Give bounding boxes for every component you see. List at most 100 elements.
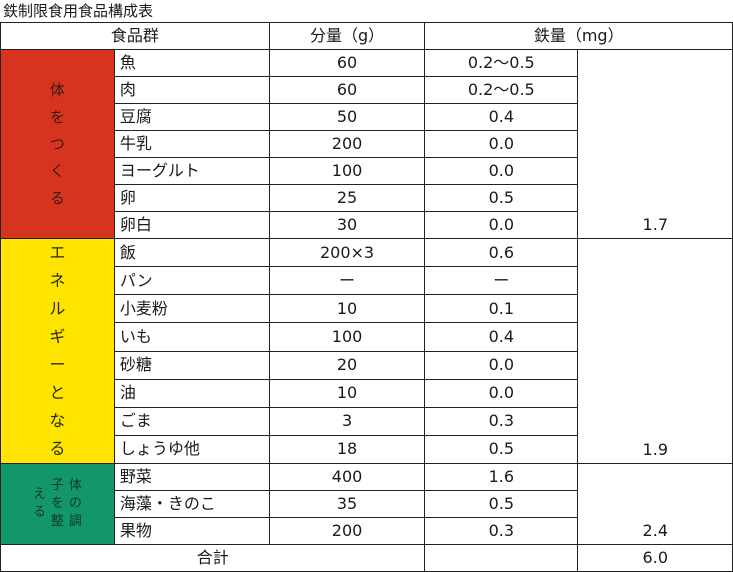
- iron-cell: 0.4: [424, 103, 579, 131]
- food-name: 果物: [113, 517, 270, 545]
- amount-cell: 100: [268, 157, 426, 185]
- amount-cell: 200×3: [268, 237, 426, 268]
- group-label-char: と: [49, 383, 66, 402]
- food-composition-table: 食品群 分量（g） 鉄量（mg） 体をつくる魚 60 0.2〜0.5 1.7 肉 60 0.…: [0, 22, 733, 572]
- amount-cell: 35: [268, 490, 426, 518]
- amount-cell: 18: [268, 434, 426, 465]
- iron-cell: 0.6: [424, 237, 579, 268]
- header-row: 食品群 分量（g） 鉄量（mg）: [0, 22, 733, 50]
- food-name: しょうゆ他: [113, 434, 270, 465]
- food-name: 卵: [113, 184, 270, 212]
- group-subtotal: 1.7: [577, 49, 733, 239]
- group-label-char: の: [68, 496, 82, 511]
- iron-cell: 0.2〜0.5: [424, 49, 579, 77]
- iron-cell: 0.4: [424, 322, 579, 352]
- food-name: 海藻・きのこ: [113, 490, 270, 518]
- amount-cell: 20: [268, 350, 426, 380]
- header-amount: 分量（g）: [268, 22, 426, 50]
- page-title: 鉄制限食用食品構成表: [3, 2, 154, 20]
- group-label-char: ネ: [49, 271, 66, 290]
- group-label-char: 体: [49, 80, 65, 99]
- group-label-char: 調: [68, 514, 82, 529]
- table-row: いも 100 0.4: [1, 322, 733, 352]
- amount-cell: 50: [268, 103, 426, 131]
- group-label-column: 子を整: [51, 477, 64, 531]
- iron-cell: 0.1: [424, 294, 579, 324]
- iron-cell: 0.5: [424, 434, 579, 465]
- group-label-char: を: [50, 496, 64, 511]
- food-name: 卵白: [113, 211, 270, 239]
- total-row: 合計 6.0: [0, 544, 733, 572]
- total-empty-cell: [424, 544, 579, 572]
- food-name: 肉: [113, 76, 270, 104]
- table-row: 卵 25 0.5: [1, 184, 733, 212]
- food-name: 豆腐: [113, 103, 270, 131]
- food-name: 飯: [113, 237, 270, 268]
- iron-cell: 0.0: [424, 378, 579, 408]
- table-row: エネルギーとなる飯 200×3 0.6 1.9: [0, 237, 733, 464]
- food-group-label: 体の調子を整える: [0, 463, 115, 545]
- table-row: しょうゆ他 18 0.5: [1, 434, 733, 465]
- total-value: 6.0: [577, 544, 733, 572]
- amount-cell: 200: [268, 130, 426, 158]
- food-name: 小麦粉: [113, 294, 270, 324]
- iron-cell: 1.6: [424, 463, 579, 491]
- amount-cell: 25: [268, 184, 426, 212]
- amount-cell: 100: [268, 322, 426, 352]
- group-subtotal: 2.4: [577, 463, 733, 545]
- table-row: ヨーグルト 100 0.0: [1, 157, 733, 185]
- group-label-char: え: [32, 487, 46, 502]
- group-label-char: エ: [49, 243, 66, 262]
- food-name: 野菜: [113, 463, 270, 491]
- food-name: 牛乳: [113, 130, 270, 158]
- table-row: 海藻・きのこ 35 0.5: [1, 490, 733, 518]
- group-label-char: を: [49, 107, 65, 126]
- group-label-char: 子: [50, 478, 64, 493]
- table-row: 肉 60 0.2〜0.5: [1, 76, 733, 104]
- group-label-column: 体の調: [69, 477, 82, 531]
- iron-cell: 0.3: [424, 406, 579, 436]
- iron-cell: 0.3: [424, 517, 579, 545]
- food-name: パン: [113, 266, 270, 296]
- food-group-label: 体をつくる: [0, 49, 115, 239]
- amount-cell: 60: [268, 76, 426, 104]
- group-label-char: く: [49, 161, 65, 180]
- amount-cell: 30: [268, 211, 426, 239]
- amount-cell: 10: [268, 378, 426, 408]
- food-name: 魚: [113, 49, 270, 77]
- table-body: 食品群 分量（g） 鉄量（mg） 体をつくる魚 60 0.2〜0.5 1.7 肉 60 0.…: [0, 22, 733, 572]
- iron-cell: 0.0: [424, 350, 579, 380]
- iron-cell: 0.0: [424, 130, 579, 158]
- food-name: 砂糖: [113, 350, 270, 380]
- table-row: 豆腐 50 0.4: [1, 103, 733, 131]
- table-row: 牛乳 200 0.0: [1, 130, 733, 158]
- table-row: 砂糖 20 0.0: [1, 350, 733, 380]
- amount-cell: 60: [268, 49, 426, 77]
- amount-cell: 3: [268, 406, 426, 436]
- total-label: 合計: [0, 544, 426, 572]
- food-name: いも: [113, 322, 270, 352]
- group-label-column: える: [33, 486, 46, 522]
- iron-cell: ー: [424, 266, 579, 296]
- group-label-char: る: [49, 188, 65, 207]
- amount-cell: 200: [268, 517, 426, 545]
- header-iron: 鉄量（mg）: [424, 22, 733, 50]
- table-row: パンーー: [1, 266, 733, 296]
- group-label-char: ー: [49, 355, 66, 374]
- table-row: 卵白 30 0.0: [1, 211, 733, 239]
- iron-cell: 0.0: [424, 157, 579, 185]
- amount-cell: 10: [268, 294, 426, 324]
- food-group-label: エネルギーとなる: [0, 238, 115, 464]
- group-label-char: ギ: [49, 327, 66, 346]
- table-row: 体をつくる 魚 60 0.2〜0.5 1.7: [0, 49, 733, 239]
- iron-cell: 0.0: [424, 211, 579, 239]
- food-name: 油: [113, 378, 270, 408]
- table-row: 油 10 0.0: [1, 378, 733, 408]
- amount-cell: 400: [268, 463, 426, 491]
- food-name: ごま: [113, 406, 270, 436]
- group-label-text: 体をつくる: [50, 77, 65, 212]
- food-name: ヨーグルト: [113, 157, 270, 185]
- group-label-char: つ: [49, 134, 65, 153]
- group-label-char: る: [49, 439, 66, 458]
- amount-cell: ー: [268, 266, 426, 296]
